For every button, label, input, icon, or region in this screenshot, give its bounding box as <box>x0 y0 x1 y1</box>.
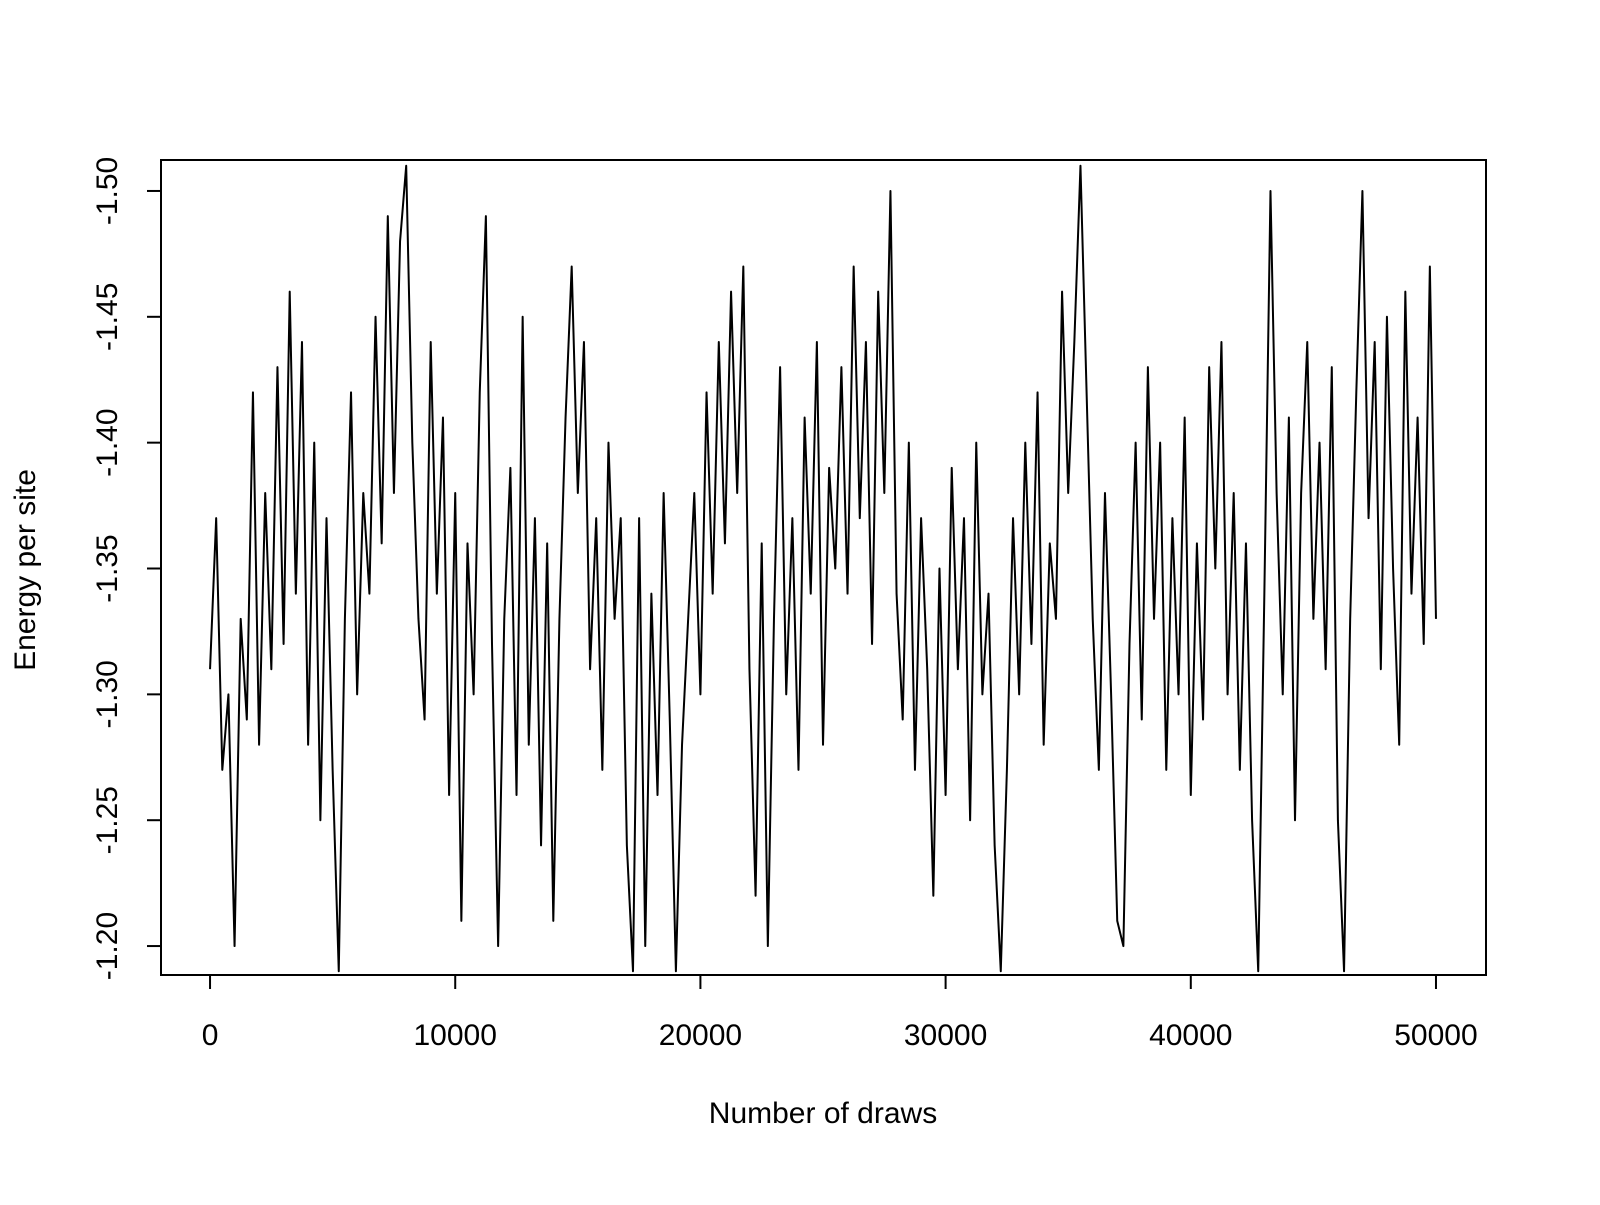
y-tick-label: -1.45 <box>91 283 124 351</box>
y-tick-label: -1.35 <box>91 534 124 602</box>
y-tick-label: -1.40 <box>91 408 124 476</box>
x-tick-label: 20000 <box>659 1019 742 1052</box>
x-axis-label: Number of draws <box>709 1097 937 1130</box>
y-tick-label: -1.50 <box>91 157 124 225</box>
y-tick-label: -1.30 <box>91 660 124 728</box>
x-tick-label: 0 <box>202 1019 219 1052</box>
trace-line <box>209 164 1437 973</box>
plot-frame <box>160 159 1487 976</box>
y-axis-label: Energy per site <box>9 469 42 671</box>
x-tick-label: 30000 <box>904 1019 987 1052</box>
x-tick-label: 10000 <box>414 1019 497 1052</box>
y-tick-label: -1.20 <box>91 912 124 980</box>
x-tick-label: 40000 <box>1149 1019 1232 1052</box>
x-tick-label: 50000 <box>1394 1019 1477 1052</box>
y-tick-label: -1.25 <box>91 786 124 854</box>
